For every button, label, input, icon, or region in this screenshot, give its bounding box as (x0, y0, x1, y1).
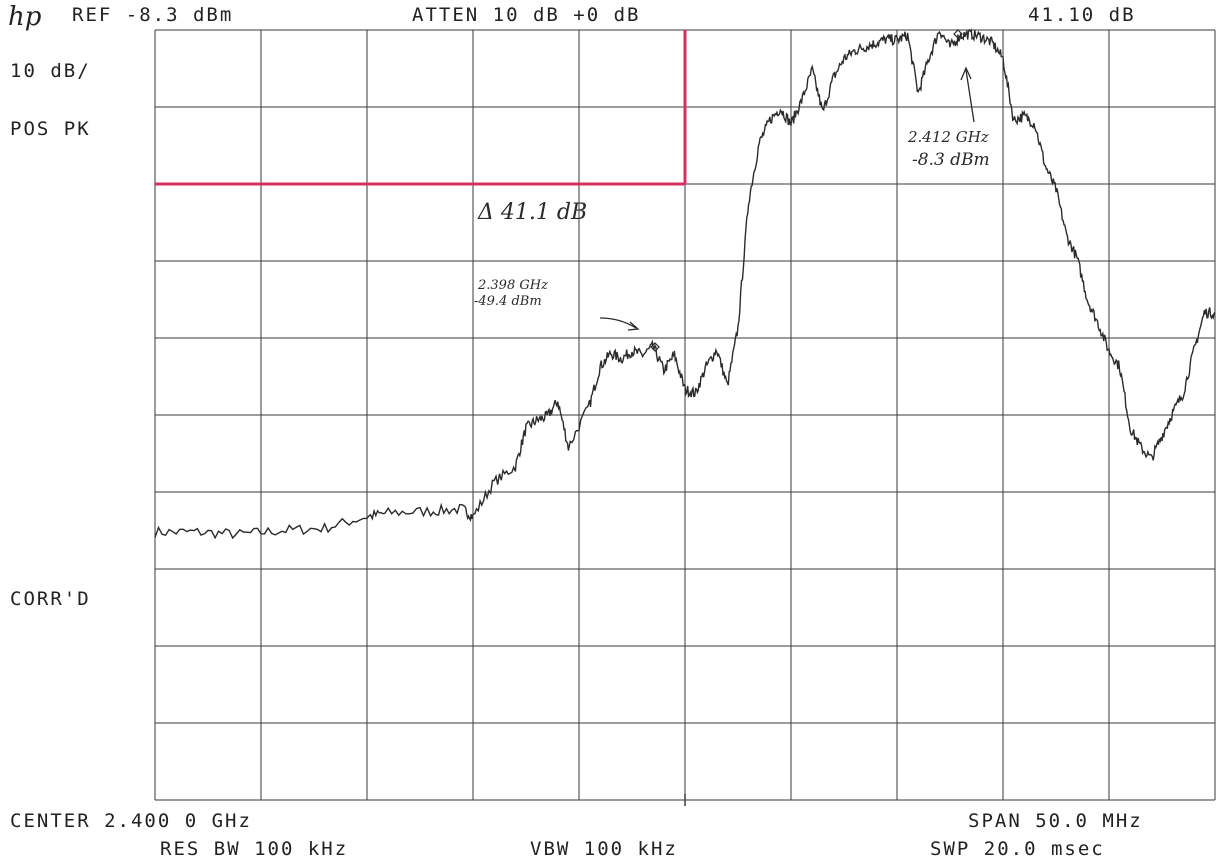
marker2-arrow (599, 317, 637, 329)
delta-annotation: Δ 41.1 dB (478, 200, 588, 225)
limit-line-group (155, 30, 687, 186)
marker1-diamond (953, 29, 963, 39)
res-bw-label: RES BW 100 kHz (160, 838, 349, 860)
sweep-time-label: SWP 20.0 msec (930, 838, 1105, 860)
marker-delta-readout: 41.10 dB (1028, 4, 1136, 26)
attenuation-label: ATTEN 10 dB +0 dB (412, 4, 641, 26)
marker1-arrow-head (960, 66, 972, 81)
span-label: SPAN 50.0 MHz (968, 810, 1143, 832)
marker2-level-note: -49.4 dBm (474, 294, 542, 309)
marker2-arrow-head (627, 321, 640, 331)
vbw-label: VBW 100 kHz (530, 838, 678, 860)
marker2-frequency-note: 2.398 GHz (478, 278, 548, 293)
ref-level-label: REF -8.3 dBm (72, 4, 234, 26)
spectrum-trace (154, 28, 1216, 540)
marker-group (599, 29, 975, 352)
detector-label: POS PK (10, 118, 91, 140)
hp-logo: hp (8, 2, 42, 32)
trace-group (154, 28, 1216, 540)
marker1-level-note: -8.3 dBm (912, 150, 990, 170)
marker1-arrow (965, 69, 975, 123)
marker1-frequency-note: 2.412 GHz (908, 128, 989, 146)
scale-label: 10 dB/ (10, 60, 91, 82)
correction-label: CORR'D (10, 588, 91, 610)
marker2-diamond (650, 342, 660, 352)
center-frequency-label: CENTER 2.400 0 GHz (10, 810, 252, 832)
